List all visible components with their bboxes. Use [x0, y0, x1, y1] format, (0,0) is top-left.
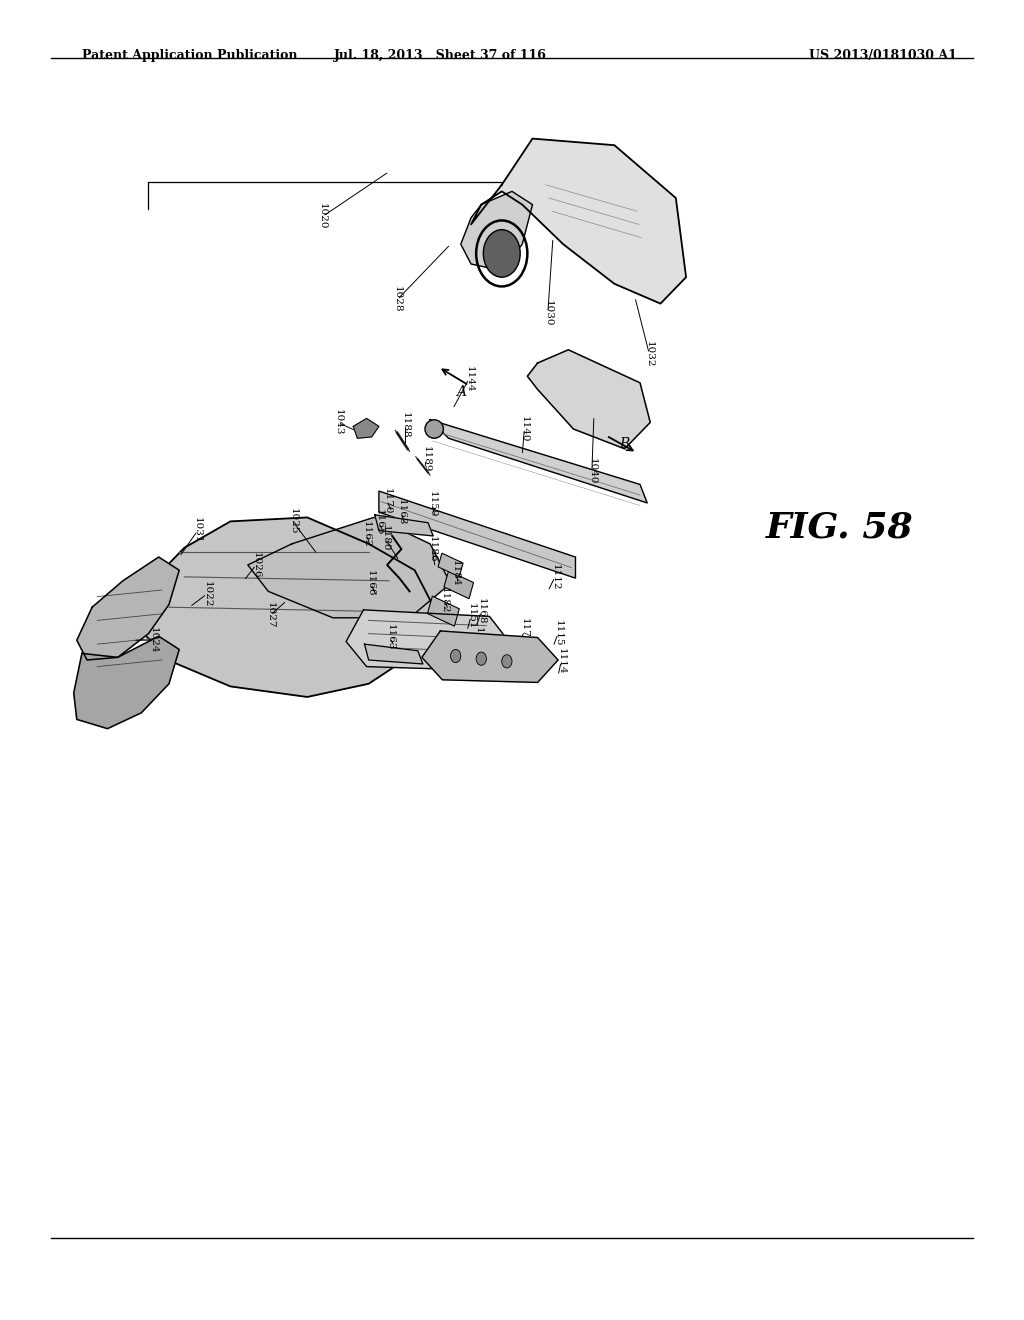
- Text: 1020: 1020: [318, 203, 327, 230]
- Polygon shape: [375, 515, 433, 536]
- Text: 1043: 1043: [334, 409, 342, 436]
- Polygon shape: [527, 350, 650, 449]
- Text: US 2013/0181030 A1: US 2013/0181030 A1: [809, 49, 956, 62]
- Text: 1188: 1188: [401, 412, 410, 438]
- Polygon shape: [461, 191, 532, 271]
- Text: 1172: 1172: [520, 618, 528, 644]
- Text: 1151: 1151: [467, 603, 475, 630]
- Polygon shape: [248, 517, 451, 618]
- Text: 1186: 1186: [428, 536, 436, 562]
- Text: 1031: 1031: [194, 517, 202, 544]
- Bar: [427, 597, 460, 626]
- Ellipse shape: [425, 420, 443, 438]
- Text: 1162: 1162: [362, 521, 371, 548]
- Bar: [438, 553, 463, 577]
- Text: 1115: 1115: [554, 620, 562, 647]
- Text: 1164: 1164: [500, 636, 508, 663]
- Text: 1182: 1182: [440, 587, 449, 614]
- Circle shape: [502, 655, 512, 668]
- Polygon shape: [430, 420, 647, 503]
- Text: Patent Application Publication: Patent Application Publication: [82, 49, 297, 62]
- Text: 1144: 1144: [465, 366, 473, 392]
- Text: 1032: 1032: [645, 341, 653, 367]
- Text: 1180: 1180: [381, 525, 389, 552]
- Polygon shape: [77, 557, 179, 660]
- Polygon shape: [379, 491, 575, 578]
- Text: 1189: 1189: [422, 446, 430, 473]
- Text: 1114: 1114: [557, 648, 565, 675]
- Text: 1112: 1112: [551, 564, 559, 590]
- Circle shape: [476, 652, 486, 665]
- Text: 1184: 1184: [452, 560, 460, 586]
- Polygon shape: [353, 418, 379, 438]
- Text: 1028: 1028: [393, 286, 401, 313]
- Text: 1026: 1026: [252, 552, 260, 578]
- Circle shape: [451, 649, 461, 663]
- Text: 1025: 1025: [289, 508, 297, 535]
- Text: 1165: 1165: [375, 510, 383, 536]
- Text: 1022: 1022: [203, 581, 211, 607]
- Text: A: A: [456, 385, 466, 399]
- Text: 1150: 1150: [428, 491, 436, 517]
- Polygon shape: [422, 631, 558, 682]
- Text: 1027: 1027: [266, 602, 274, 628]
- Polygon shape: [74, 636, 179, 729]
- Polygon shape: [346, 610, 510, 671]
- Text: FIG. 58: FIG. 58: [766, 511, 913, 545]
- Circle shape: [483, 230, 520, 277]
- Text: 1168: 1168: [477, 598, 485, 624]
- Text: 1170: 1170: [383, 488, 391, 515]
- Bar: [444, 570, 473, 599]
- Text: 1163: 1163: [397, 499, 406, 525]
- Text: 1166: 1166: [367, 570, 375, 597]
- Text: 1030: 1030: [544, 300, 552, 326]
- Text: 1174: 1174: [474, 627, 482, 653]
- Text: 1140: 1140: [520, 416, 528, 442]
- Polygon shape: [365, 644, 423, 664]
- Text: 1040: 1040: [588, 458, 596, 484]
- Polygon shape: [133, 517, 435, 697]
- Text: 1163: 1163: [386, 624, 394, 651]
- Text: 1160: 1160: [521, 644, 529, 671]
- Text: Jul. 18, 2013   Sheet 37 of 116: Jul. 18, 2013 Sheet 37 of 116: [334, 49, 547, 62]
- Text: B: B: [620, 437, 630, 450]
- Text: 1024: 1024: [150, 627, 158, 653]
- Polygon shape: [471, 139, 686, 304]
